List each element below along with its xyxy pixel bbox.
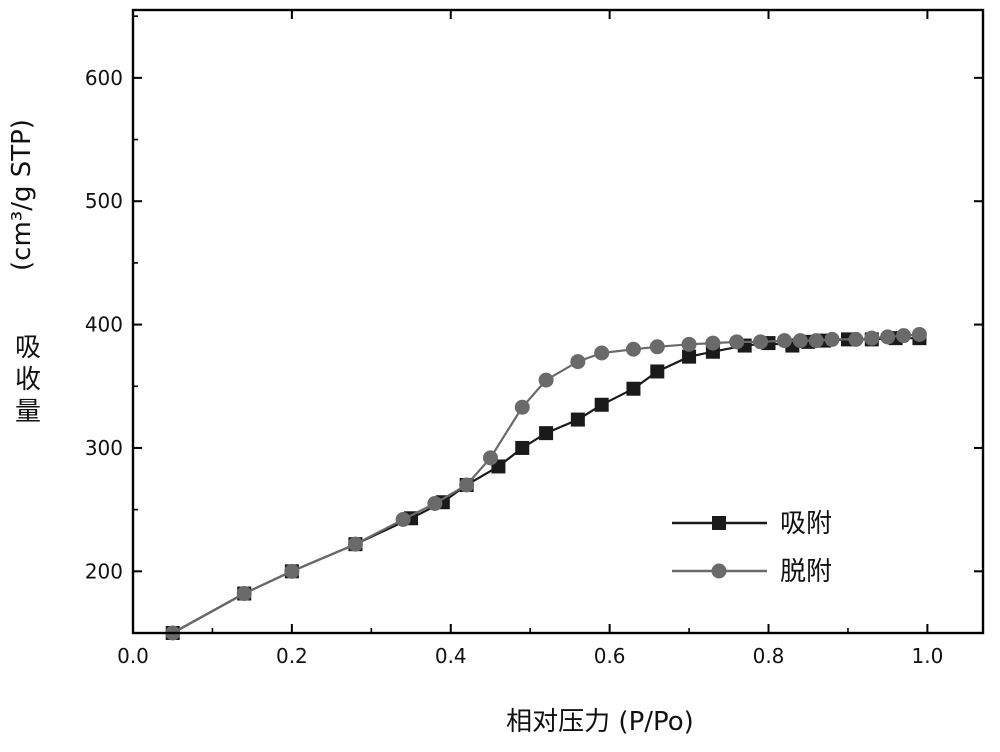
data-point [427, 496, 442, 511]
data-point [809, 333, 824, 348]
y-axis-title: 吸 收 量 (cm³/g STP) [7, 119, 41, 427]
plot-frame [133, 10, 983, 633]
x-tick-label: 0.4 [435, 644, 467, 668]
data-point [595, 398, 609, 412]
legend-label-desorption: 脱附 [780, 557, 832, 587]
data-point [594, 345, 609, 360]
data-point [880, 329, 895, 344]
y-tick-label: 500 [85, 189, 123, 213]
series-desorption [165, 327, 927, 641]
data-point [729, 334, 744, 349]
data-point [483, 450, 498, 465]
x-tick-label: 1.0 [911, 644, 943, 668]
data-point [539, 426, 553, 440]
y-axis-title-line-2: 收 [15, 365, 41, 395]
y-axis-title-line-1: 吸 [15, 333, 41, 363]
y-tick-label: 600 [85, 66, 123, 90]
data-point [459, 477, 474, 492]
data-point [571, 413, 585, 427]
y-axis-unit: (cm³/g STP) [7, 119, 37, 271]
x-tick-label: 0.8 [753, 644, 785, 668]
data-point [650, 364, 664, 378]
data-point [793, 333, 808, 348]
x-tick-label: 0.2 [276, 644, 308, 668]
data-point [284, 564, 299, 579]
data-point [848, 332, 863, 347]
legend-marker-desorption [712, 564, 727, 579]
x-tick-label: 0.6 [594, 644, 626, 668]
legend: 吸附 脱附 [672, 509, 832, 587]
data-point [912, 327, 927, 342]
y-tick-label: 400 [85, 313, 123, 337]
data-point [705, 336, 720, 351]
legend-marker-adsorption [712, 516, 726, 530]
x-axis-title: 相对压力 (P/Po) [506, 707, 694, 737]
data-point [753, 334, 768, 349]
data-point [396, 512, 411, 527]
data-point [825, 332, 840, 347]
data-point [626, 342, 641, 357]
data-point [896, 328, 911, 343]
data-point [237, 586, 252, 601]
x-tick-label: 0.0 [117, 644, 149, 668]
data-point [348, 537, 363, 552]
data-point [682, 337, 697, 352]
data-point [777, 333, 792, 348]
data-point [570, 354, 585, 369]
y-tick-label: 300 [85, 436, 123, 460]
data-point [515, 400, 530, 415]
y-tick-label: 200 [85, 559, 123, 583]
y-axis-title-line-3: 量 [15, 397, 41, 427]
legend-label-adsorption: 吸附 [780, 509, 832, 539]
data-point [539, 373, 554, 388]
data-point [626, 382, 640, 396]
data-point [650, 339, 665, 354]
data-point [864, 331, 879, 346]
data-point [515, 441, 529, 455]
